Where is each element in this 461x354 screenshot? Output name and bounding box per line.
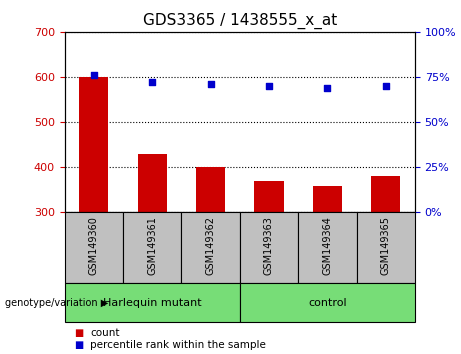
Bar xyxy=(79,77,108,212)
Text: GSM149361: GSM149361 xyxy=(147,216,157,275)
Text: percentile rank within the sample: percentile rank within the sample xyxy=(90,340,266,350)
Point xyxy=(382,83,390,89)
Bar xyxy=(254,181,284,212)
Text: Harlequin mutant: Harlequin mutant xyxy=(103,298,201,308)
Bar xyxy=(123,212,181,283)
Bar xyxy=(313,186,342,212)
Bar xyxy=(356,212,415,283)
Bar xyxy=(371,176,400,212)
Bar xyxy=(298,212,356,283)
Text: GSM149365: GSM149365 xyxy=(381,216,391,275)
Title: GDS3365 / 1438555_x_at: GDS3365 / 1438555_x_at xyxy=(142,13,337,29)
Point xyxy=(324,85,331,91)
Bar xyxy=(196,167,225,212)
Point xyxy=(148,80,156,85)
Bar xyxy=(240,283,415,322)
Bar xyxy=(240,212,298,283)
Bar xyxy=(65,283,240,322)
Text: count: count xyxy=(90,329,119,338)
Point xyxy=(90,72,97,78)
Point xyxy=(207,81,214,87)
Text: genotype/variation ▶: genotype/variation ▶ xyxy=(5,298,108,308)
Text: control: control xyxy=(308,298,347,308)
Bar xyxy=(65,212,123,283)
Text: GSM149360: GSM149360 xyxy=(89,216,99,275)
Point xyxy=(265,83,272,89)
Text: GSM149364: GSM149364 xyxy=(322,216,332,275)
Text: ■: ■ xyxy=(74,340,83,350)
Text: GSM149363: GSM149363 xyxy=(264,216,274,275)
Text: ■: ■ xyxy=(74,329,83,338)
Bar xyxy=(137,154,167,212)
Text: GSM149362: GSM149362 xyxy=(206,216,216,275)
Bar xyxy=(181,212,240,283)
